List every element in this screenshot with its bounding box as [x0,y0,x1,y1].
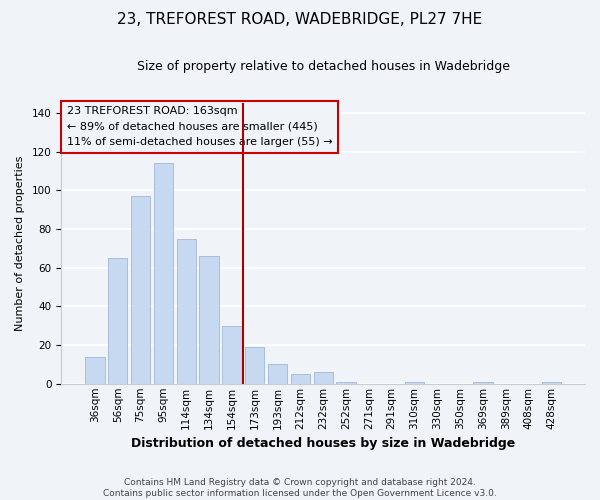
Bar [542,382,561,384]
Bar [473,382,493,384]
Bar [337,382,356,384]
Bar [199,256,219,384]
Text: Contains HM Land Registry data © Crown copyright and database right 2024.
Contai: Contains HM Land Registry data © Crown c… [103,478,497,498]
X-axis label: Distribution of detached houses by size in Wadebridge: Distribution of detached houses by size … [131,437,515,450]
Bar [176,238,196,384]
Bar [245,347,265,384]
Bar [222,326,242,384]
Bar [314,372,333,384]
Title: Size of property relative to detached houses in Wadebridge: Size of property relative to detached ho… [137,60,510,73]
Text: 23, TREFOREST ROAD, WADEBRIDGE, PL27 7HE: 23, TREFOREST ROAD, WADEBRIDGE, PL27 7HE [118,12,482,28]
Bar [290,374,310,384]
Bar [405,382,424,384]
Bar [108,258,127,384]
Bar [268,364,287,384]
Bar [131,196,150,384]
Text: 23 TREFOREST ROAD: 163sqm
← 89% of detached houses are smaller (445)
11% of semi: 23 TREFOREST ROAD: 163sqm ← 89% of detac… [67,106,332,148]
Bar [85,356,104,384]
Y-axis label: Number of detached properties: Number of detached properties [15,156,25,331]
Bar [154,164,173,384]
